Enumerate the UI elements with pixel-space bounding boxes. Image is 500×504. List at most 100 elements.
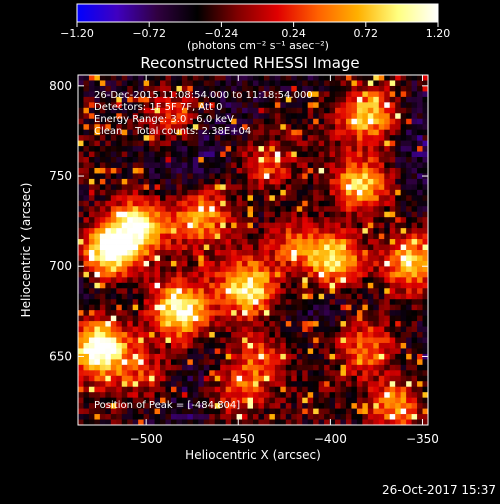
heatmap-cell <box>143 337 150 344</box>
heatmap-cell <box>198 206 205 213</box>
heatmap-cell <box>362 146 369 152</box>
heatmap-cell <box>296 288 303 295</box>
heatmap-cell <box>411 321 418 327</box>
heatmap-cell <box>105 135 112 142</box>
heatmap-cell <box>181 304 188 311</box>
heatmap-cell <box>263 80 270 87</box>
heatmap-cell <box>236 200 243 207</box>
heatmap-cell <box>99 364 106 371</box>
heatmap-cell <box>329 342 336 349</box>
heatmap-cell <box>187 102 194 109</box>
heatmap-cell <box>214 239 221 245</box>
heatmap-cell <box>422 75 428 81</box>
heatmap-cell <box>400 157 407 163</box>
heatmap-cell <box>231 129 237 136</box>
heatmap-cell <box>269 107 276 114</box>
heatmap-cell <box>417 414 423 420</box>
heatmap-cell <box>187 244 194 251</box>
heatmap-cell <box>367 135 374 142</box>
heatmap-cell <box>269 293 276 300</box>
heatmap-cell <box>378 260 385 267</box>
heatmap-cell <box>160 118 166 125</box>
heatmap-cell <box>307 178 314 185</box>
heatmap-cell <box>231 260 237 267</box>
heatmap-cell <box>132 326 139 333</box>
heatmap-cell <box>154 332 161 338</box>
heatmap-cell <box>170 397 177 404</box>
heatmap-cell <box>110 414 117 420</box>
heatmap-cell <box>280 403 287 409</box>
heatmap-cell <box>231 370 237 377</box>
heatmap-cell <box>132 271 139 278</box>
chart-title: Reconstructed RHESSI Image <box>140 54 359 72</box>
heatmap-cell <box>181 140 188 147</box>
heatmap-cell <box>395 375 402 382</box>
heatmap-cell <box>422 162 428 169</box>
heatmap-cell <box>280 107 287 114</box>
heatmap-cell <box>149 375 155 382</box>
heatmap-cell <box>406 266 412 273</box>
heatmap-cell <box>296 173 303 180</box>
heatmap-cell <box>110 135 117 142</box>
heatmap-cell <box>335 75 341 81</box>
heatmap-cell <box>318 107 325 114</box>
heatmap-cell <box>94 217 101 224</box>
heatmap-cell <box>181 342 188 349</box>
heatmap-cell <box>154 124 161 131</box>
heatmap-cell <box>324 178 330 185</box>
heatmap-cell <box>225 184 232 191</box>
heatmap-cell <box>203 288 210 295</box>
heatmap-cell <box>291 321 298 327</box>
heatmap-cell <box>351 293 358 300</box>
heatmap-cell <box>165 200 172 207</box>
heatmap-cell <box>422 206 428 213</box>
heatmap-cell <box>362 102 369 109</box>
heatmap-cell <box>253 195 259 202</box>
heatmap-cell <box>324 129 330 136</box>
heatmap-cell <box>78 244 84 251</box>
heatmap-cell <box>411 118 418 125</box>
heatmap-cell <box>116 107 123 114</box>
heatmap-cell <box>143 162 150 169</box>
heatmap-cell <box>154 96 161 103</box>
heatmap-cell <box>258 129 265 136</box>
heatmap-cell <box>209 348 216 355</box>
heatmap-cell <box>132 222 139 229</box>
heatmap-cell <box>78 392 84 399</box>
heatmap-cell <box>181 157 188 163</box>
heatmap-cell <box>94 392 101 399</box>
heatmap-cell <box>105 217 112 224</box>
heatmap-cell <box>165 173 172 180</box>
heatmap-cell <box>302 173 309 180</box>
heatmap-cell <box>285 91 292 98</box>
heatmap-cell <box>99 85 106 92</box>
heatmap-cell <box>94 266 101 273</box>
heatmap-cell <box>110 85 117 92</box>
heatmap-cell <box>149 260 155 267</box>
heatmap-cell <box>247 239 254 245</box>
heatmap-cell <box>225 200 232 207</box>
heatmap-cell <box>253 217 259 224</box>
heatmap-cell <box>329 260 336 267</box>
heatmap-cell <box>269 250 276 256</box>
heatmap-cell <box>395 293 402 300</box>
heatmap-cell <box>94 113 101 120</box>
heatmap-cell <box>417 337 423 344</box>
heatmap-cell <box>274 118 281 125</box>
heatmap-cell <box>160 364 166 371</box>
heatmap-cell <box>318 184 325 191</box>
heatmap-cell <box>127 293 134 300</box>
heatmap-cell <box>356 293 363 300</box>
heatmap-cell <box>269 342 276 349</box>
heatmap-cell <box>367 364 374 371</box>
heatmap-cell <box>269 91 276 98</box>
heatmap-cell <box>165 260 172 267</box>
heatmap-cell <box>83 321 90 327</box>
heatmap-cell <box>253 167 259 174</box>
heatmap-cell <box>192 96 199 103</box>
heatmap-cell <box>400 326 407 333</box>
heatmap-cell <box>417 244 423 251</box>
heatmap-cell <box>302 321 309 327</box>
heatmap-cell <box>225 211 232 218</box>
heatmap-cell <box>373 211 380 218</box>
